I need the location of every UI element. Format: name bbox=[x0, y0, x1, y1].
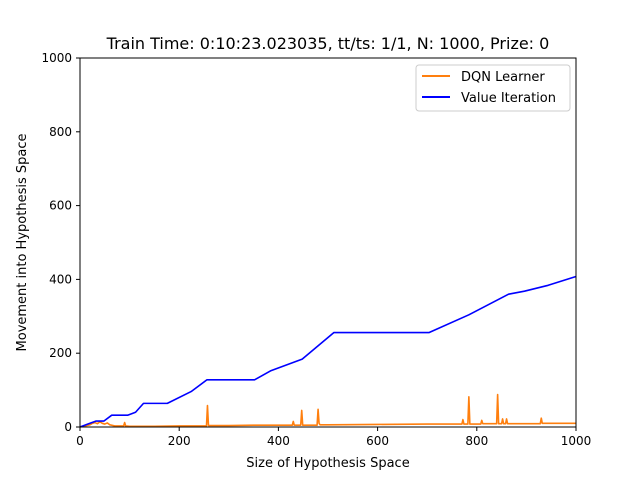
legend: DQN Learner Value Iteration bbox=[415, 64, 571, 112]
plot-frame bbox=[79, 57, 577, 428]
y-tick-label: 0 bbox=[64, 420, 72, 434]
y-tick-label: 1000 bbox=[41, 51, 72, 65]
x-tick-label: 1000 bbox=[561, 434, 592, 448]
x-axis-ticks: 0 200 400 600 800 1000 bbox=[76, 427, 591, 448]
x-tick-label: 800 bbox=[465, 434, 488, 448]
x-tick-label: 200 bbox=[168, 434, 191, 448]
x-tick-label: 600 bbox=[366, 434, 389, 448]
legend-box bbox=[415, 64, 571, 112]
series-line-value-iteration bbox=[79, 275, 577, 428]
legend-label-value-iteration: Value Iteration bbox=[461, 91, 556, 106]
x-tick-label: 0 bbox=[76, 434, 84, 448]
series-line-dqn-learner bbox=[79, 393, 576, 428]
y-tick-label: 800 bbox=[49, 125, 72, 139]
y-tick-label: 200 bbox=[49, 346, 72, 360]
chart-title: Train Time: 0:10:23.023035, tt/ts: 1/1, … bbox=[106, 34, 550, 53]
x-tick-label: 400 bbox=[267, 434, 290, 448]
y-axis-label: Movement into Hypothesis Space bbox=[15, 134, 30, 352]
x-axis-label: Size of Hypothesis Space bbox=[246, 456, 409, 471]
legend-label-dqn-learner: DQN Learner bbox=[461, 70, 545, 85]
y-axis-ticks: 0 200 400 600 800 1000 bbox=[41, 51, 80, 434]
y-tick-label: 400 bbox=[49, 272, 72, 286]
plot-lines bbox=[79, 275, 577, 428]
y-tick-label: 600 bbox=[49, 199, 72, 213]
